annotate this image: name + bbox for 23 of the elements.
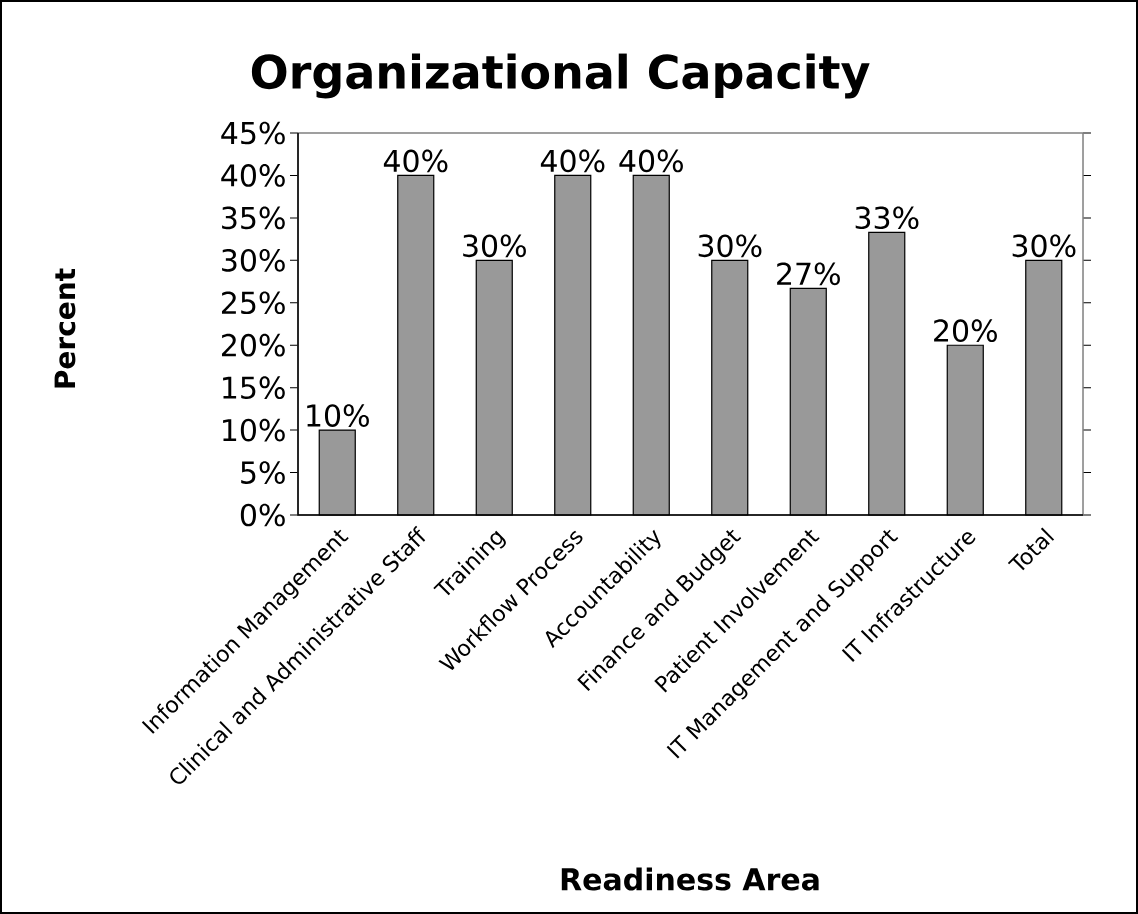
y-tick-label: 20%: [221, 333, 285, 357]
x-axis-title: Readiness Area: [561, 867, 819, 891]
data-label: 20%: [934, 319, 997, 343]
data-label: 30%: [463, 234, 526, 258]
data-label: 27%: [777, 262, 840, 286]
data-label: 40%: [540, 149, 605, 173]
data-label: 30%: [1012, 234, 1076, 258]
data-label: 40%: [383, 149, 448, 173]
data-label: 40%: [619, 149, 683, 173]
y-tick-label: 30%: [222, 248, 285, 272]
data-label: 33%: [855, 206, 919, 230]
y-axis-title: Percent: [54, 268, 76, 388]
data-label: 30%: [698, 234, 762, 258]
y-tick-label: 35%: [222, 206, 285, 230]
y-tick-label: 15%: [223, 376, 285, 400]
y-tick-label: 0%: [240, 503, 285, 527]
y-tick-label: 45%: [221, 121, 285, 145]
y-tick-label: 10%: [223, 418, 285, 442]
y-tick-label: 5%: [241, 461, 285, 484]
y-tick-label: 25%: [221, 291, 285, 315]
chart-title: Organizational Capacity: [251, 53, 870, 99]
data-label: 10%: [307, 404, 369, 427]
y-tick-label: 40%: [221, 164, 285, 187]
